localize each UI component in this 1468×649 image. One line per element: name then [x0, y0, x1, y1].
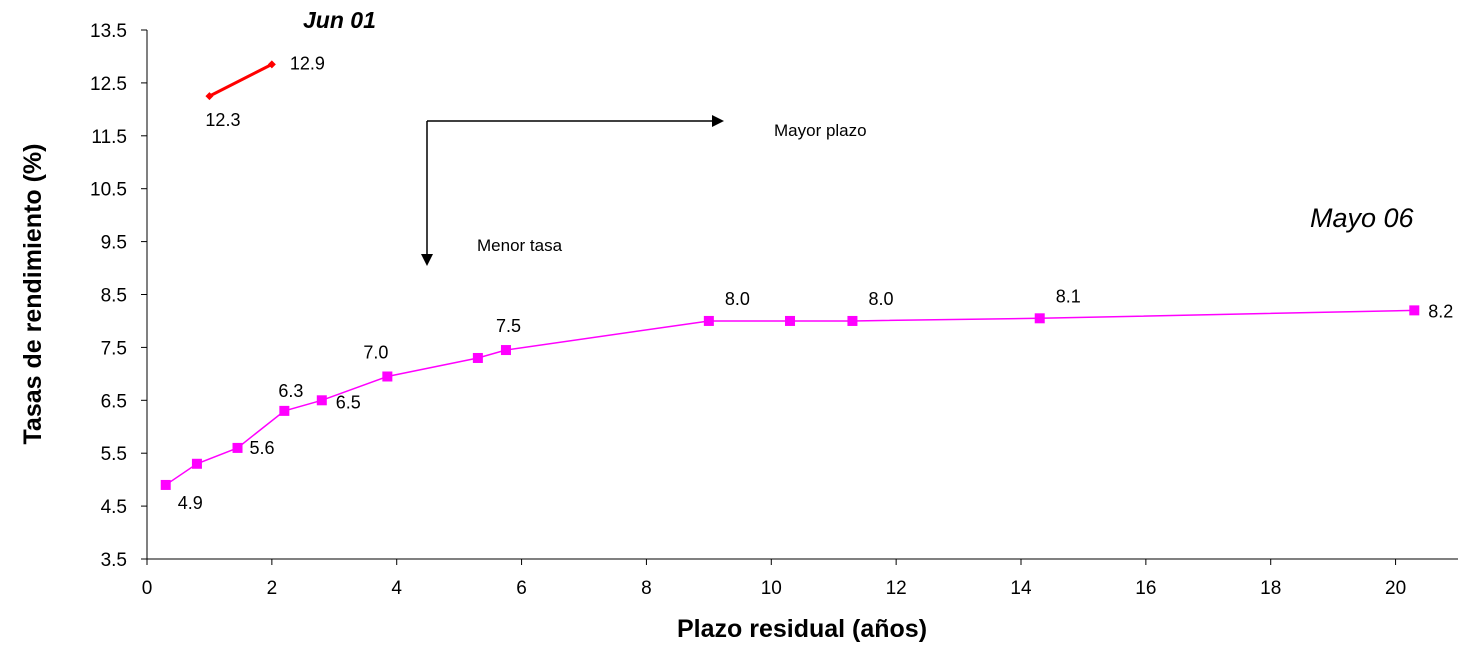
data-point: [205, 92, 214, 101]
data-label: 6.3: [278, 381, 303, 401]
y-tick-label: 9.5: [101, 233, 127, 254]
y-tick-label: 12.5: [90, 74, 127, 95]
series-line: [208, 63, 273, 98]
data-label: 8.2: [1428, 301, 1453, 321]
data-point: [267, 60, 276, 69]
annotation-menor-tasa: Menor tasa: [477, 236, 563, 255]
annotation-mayor-plazo: Mayor plazo: [774, 121, 867, 140]
x-tick-label: 10: [761, 578, 782, 599]
annotation-arrows: [421, 115, 724, 266]
data-label: 8.0: [725, 289, 750, 309]
x-tick-label: 20: [1385, 578, 1406, 599]
data-label: 7.5: [496, 316, 521, 336]
series-label-mayo06: Mayo 06: [1310, 203, 1415, 233]
series-0: 12.3 12.9: [205, 53, 325, 130]
series-1: 4.9 5.6 6.3 6.5 7.0 7.5 8.0 8.0 8.1 8.2: [160, 286, 1453, 513]
y-tick-label: 13.5: [90, 21, 127, 42]
x-tick-label: 2: [267, 578, 278, 599]
data-point: [847, 315, 858, 326]
data-label: 12.3: [205, 110, 240, 130]
data-label: 8.1: [1056, 286, 1081, 306]
data-label: 8.0: [868, 289, 893, 309]
x-tick-label: 8: [641, 578, 652, 599]
data-point: [160, 479, 171, 490]
data-point: [500, 345, 511, 356]
data-point: [1409, 305, 1420, 316]
y-tick-label: 11.5: [91, 127, 127, 148]
series-layer: 12.3 12.9 4.9 5.6 6.3 6.5 7.0 7.5 8.0 8.0 8.1 8.2: [160, 53, 1453, 513]
x-axis-title: Plazo residual (años): [677, 615, 927, 643]
data-point: [382, 371, 393, 382]
y-tick-label: 4.5: [101, 497, 127, 518]
series-label-jun01: Jun 01: [303, 7, 376, 33]
data-label: 6.5: [336, 392, 361, 412]
y-tick-label: 6.5: [101, 391, 127, 412]
x-tick-label: 14: [1010, 578, 1032, 599]
y-axis-title: Tasas de rendimiento (%): [19, 144, 47, 445]
y-ticks: 3.5 4.5 5.5 6.5 7.5 8.5 9.5 10.5 11.5 12.5 13.5: [90, 21, 147, 571]
x-tick-label: 18: [1260, 578, 1281, 599]
data-point: [279, 405, 290, 416]
data-point: [785, 315, 796, 326]
y-tick-label: 3.5: [101, 550, 127, 571]
x-tick-label: 6: [516, 578, 527, 599]
data-point: [1034, 313, 1045, 324]
data-label: 5.6: [250, 438, 275, 458]
data-point: [703, 315, 714, 326]
data-point: [232, 442, 243, 453]
x-tick-label: 0: [142, 578, 153, 599]
data-point: [316, 395, 327, 406]
data-label: 12.9: [290, 53, 325, 73]
y-tick-label: 7.5: [101, 338, 127, 359]
x-tick-label: 16: [1135, 578, 1156, 599]
y-tick-label: 8.5: [101, 286, 127, 307]
data-label: 4.9: [178, 493, 203, 513]
y-tick-label: 5.5: [101, 444, 127, 465]
x-tick-label: 12: [886, 578, 907, 599]
x-ticks: 0 2 4 6 8 10 12 14 16 18 20: [142, 559, 1406, 599]
data-point: [191, 458, 202, 469]
data-label: 7.0: [363, 342, 388, 362]
data-point: [472, 352, 483, 363]
x-tick-label: 4: [391, 578, 402, 599]
y-tick-label: 10.5: [90, 180, 127, 201]
